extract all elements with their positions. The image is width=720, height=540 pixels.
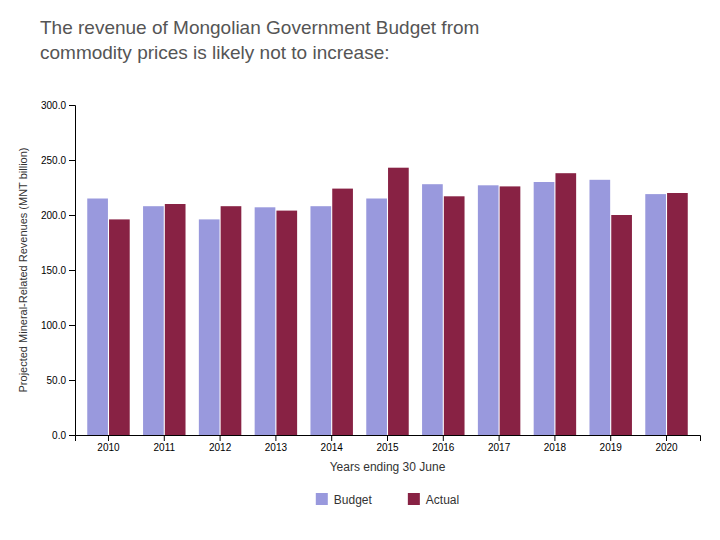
y-axis: 0.0 50.0 100.0 150.0 200.0 250.0 300.0 <box>41 100 76 441</box>
tick-label: 50.0 <box>47 375 67 386</box>
axis-line <box>69 106 76 436</box>
x-axis: 2010 2011 2012 2013 2014 2015 2016 2017 2018 2019… <box>76 435 701 453</box>
bar <box>199 219 220 435</box>
tick-mark <box>554 435 555 441</box>
tick-label: 100.0 <box>41 320 66 331</box>
tick-label: 2012 <box>209 442 232 453</box>
tick-label: 200.0 <box>41 210 66 221</box>
tick-mark <box>499 435 500 441</box>
legend-item: Budget <box>316 493 373 507</box>
tick: 200.0 <box>41 210 75 221</box>
bar <box>109 219 130 435</box>
tick: 150.0 <box>41 265 75 276</box>
axis-line <box>76 436 701 442</box>
bar <box>534 182 555 435</box>
tick: 2014 <box>321 435 344 453</box>
tick: 2013 <box>265 435 288 453</box>
bar <box>500 186 521 435</box>
bar <box>366 199 387 436</box>
bar <box>478 185 499 435</box>
tick-label: 300.0 <box>41 100 66 111</box>
tick-label: 2013 <box>265 442 288 453</box>
tick-label: 2015 <box>376 442 399 453</box>
tick-mark <box>275 435 276 441</box>
tick: 2012 <box>209 435 232 453</box>
tick: 2017 <box>488 435 511 453</box>
bar <box>667 193 688 435</box>
tick-mark <box>69 270 75 271</box>
legend-label: Actual <box>426 493 459 507</box>
tick-label: 2011 <box>154 442 176 453</box>
tick: 2018 <box>544 435 567 453</box>
tick-mark <box>69 325 75 326</box>
tick-mark <box>108 435 109 441</box>
tick-label: 0.0 <box>52 430 66 441</box>
bar <box>589 180 610 435</box>
tick: 2019 <box>600 435 623 453</box>
bar <box>143 206 164 435</box>
tick-mark <box>69 215 75 216</box>
bar <box>221 206 242 435</box>
tick-label: 2014 <box>321 442 344 453</box>
bar <box>332 189 353 435</box>
tick: 2010 <box>97 435 120 453</box>
y-axis-title: Projected Mineral-Related Revenues (MNT … <box>17 148 29 393</box>
bar <box>388 168 409 435</box>
tick-mark <box>387 435 388 441</box>
legend-label: Budget <box>334 493 373 507</box>
tick-label: 2016 <box>432 442 455 453</box>
tick-mark <box>69 380 75 381</box>
tick-label: 150.0 <box>41 265 66 276</box>
tick-mark <box>331 435 332 441</box>
tick-label: 2019 <box>600 442 623 453</box>
tick-mark <box>164 435 165 441</box>
bar <box>444 196 465 435</box>
bar <box>422 184 443 435</box>
tick-mark <box>610 435 611 441</box>
tick: 300.0 <box>41 100 75 111</box>
chart: The revenue of Mongolian Government Budg… <box>0 0 720 540</box>
bar <box>276 211 297 435</box>
tick: 50.0 <box>47 375 75 386</box>
tick-mark <box>443 435 444 441</box>
tick-label: 2018 <box>544 442 567 453</box>
tick-mark <box>666 435 667 441</box>
plot: 2010 2011 2012 2013 2014 2015 2016 2017 2018 2019… <box>17 100 701 474</box>
series <box>109 168 688 435</box>
tick-mark <box>69 435 75 436</box>
tick: 2015 <box>376 435 399 453</box>
tick: 0.0 <box>52 430 75 441</box>
bar <box>165 204 186 435</box>
bar <box>611 215 632 435</box>
x-axis-title: Years ending 30 June <box>330 460 446 474</box>
tick-label: 250.0 <box>41 155 66 166</box>
tick-mark <box>220 435 221 441</box>
title: The revenue of Mongolian Government Budg… <box>40 17 479 63</box>
tick: 100.0 <box>41 320 75 331</box>
tick-label: 2020 <box>655 442 678 453</box>
tick-label: 2017 <box>488 442 511 453</box>
legend-swatch <box>316 493 328 505</box>
tick-mark <box>69 105 75 106</box>
series <box>87 180 666 435</box>
bar <box>310 206 331 435</box>
legend-swatch <box>408 493 420 505</box>
legend: Budget Actual <box>316 493 459 507</box>
bar <box>255 207 276 435</box>
bar <box>87 199 108 436</box>
tick: 2016 <box>432 435 455 453</box>
bars <box>87 168 688 435</box>
legend-item: Actual <box>408 493 459 507</box>
tick: 2011 <box>154 435 176 453</box>
tick: 250.0 <box>41 155 75 166</box>
tick-label: 2010 <box>97 442 120 453</box>
tick: 2020 <box>655 435 678 453</box>
bar <box>555 173 576 435</box>
bar <box>645 194 666 435</box>
tick-mark <box>69 160 75 161</box>
